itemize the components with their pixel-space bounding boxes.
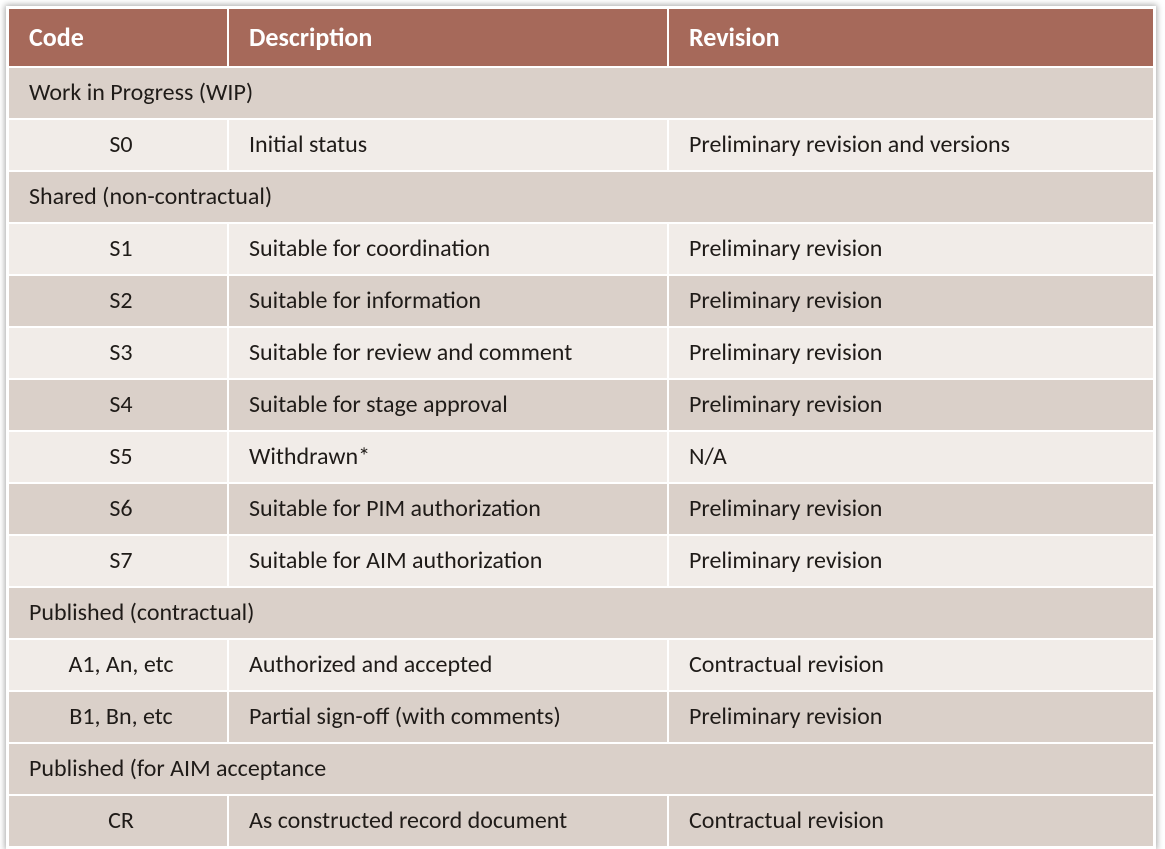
table-row: S2Suitable for informationPreliminary re… [8, 275, 1154, 327]
description-cell: Partial sign-off (with comments) [228, 691, 668, 743]
col-header-code: Code [8, 8, 228, 67]
description-cell: Suitable for stage approval [228, 379, 668, 431]
revision-cell: Preliminary revision [668, 483, 1154, 535]
revision-cell: Preliminary revision [668, 379, 1154, 431]
col-header-revision: Revision [668, 8, 1154, 67]
description-cell: Authorized and accepted [228, 639, 668, 691]
code-cell: A1, An, etc [8, 639, 228, 691]
description-cell: Initial status [228, 119, 668, 171]
description-cell: Suitable for PIM authorization [228, 483, 668, 535]
description-cell: Suitable for AIM authorization [228, 535, 668, 587]
section-title: Work in Progress (WIP) [8, 67, 1154, 119]
revision-cell: Preliminary revision [668, 327, 1154, 379]
code-cell: S4 [8, 379, 228, 431]
code-cell: S6 [8, 483, 228, 535]
section-title: Published (for AIM acceptance [8, 743, 1154, 795]
revision-cell: Preliminary revision [668, 535, 1154, 587]
table-row: S3Suitable for review and commentPrelimi… [8, 327, 1154, 379]
revision-cell: Preliminary revision [668, 275, 1154, 327]
revision-cell: Preliminary revision and versions [668, 119, 1154, 171]
code-cell: B1, Bn, etc [8, 691, 228, 743]
section-row: Shared (non-contractual) [8, 171, 1154, 223]
code-cell: CR [8, 795, 228, 847]
section-title: Published (contractual) [8, 587, 1154, 639]
table-row: B1, Bn, etcPartial sign-off (with commen… [8, 691, 1154, 743]
code-cell: S0 [8, 119, 228, 171]
revision-cell: Preliminary revision [668, 691, 1154, 743]
revision-cell: Contractual revision [668, 795, 1154, 847]
status-codes-table-wrap: Code Description Revision Work in Progre… [6, 6, 1156, 849]
description-cell: Suitable for coordination [228, 223, 668, 275]
table-row: S1Suitable for coordinationPreliminary r… [8, 223, 1154, 275]
table-row: S4Suitable for stage approvalPreliminary… [8, 379, 1154, 431]
table-header-row: Code Description Revision [8, 8, 1154, 67]
table-row: S6Suitable for PIM authorizationPrelimin… [8, 483, 1154, 535]
col-header-description: Description [228, 8, 668, 67]
table-row: S7Suitable for AIM authorizationPrelimin… [8, 535, 1154, 587]
section-title: Shared (non-contractual) [8, 171, 1154, 223]
table-row: S0Initial statusPreliminary revision and… [8, 119, 1154, 171]
code-cell: S2 [8, 275, 228, 327]
table-body: Work in Progress (WIP)S0Initial statusPr… [8, 67, 1154, 847]
section-row: Published (for AIM acceptance [8, 743, 1154, 795]
status-codes-table: Code Description Revision Work in Progre… [7, 7, 1155, 848]
section-row: Work in Progress (WIP) [8, 67, 1154, 119]
revision-cell: Contractual revision [668, 639, 1154, 691]
code-cell: S3 [8, 327, 228, 379]
description-cell: Withdrawn* [228, 431, 668, 483]
table-row: A1, An, etcAuthorized and acceptedContra… [8, 639, 1154, 691]
description-cell: Suitable for information [228, 275, 668, 327]
description-cell: Suitable for review and comment [228, 327, 668, 379]
code-cell: S7 [8, 535, 228, 587]
code-cell: S5 [8, 431, 228, 483]
table-row: CRAs constructed record documentContract… [8, 795, 1154, 847]
revision-cell: N/A [668, 431, 1154, 483]
code-cell: S1 [8, 223, 228, 275]
description-cell: As constructed record document [228, 795, 668, 847]
revision-cell: Preliminary revision [668, 223, 1154, 275]
section-row: Published (contractual) [8, 587, 1154, 639]
table-row: S5Withdrawn*N/A [8, 431, 1154, 483]
